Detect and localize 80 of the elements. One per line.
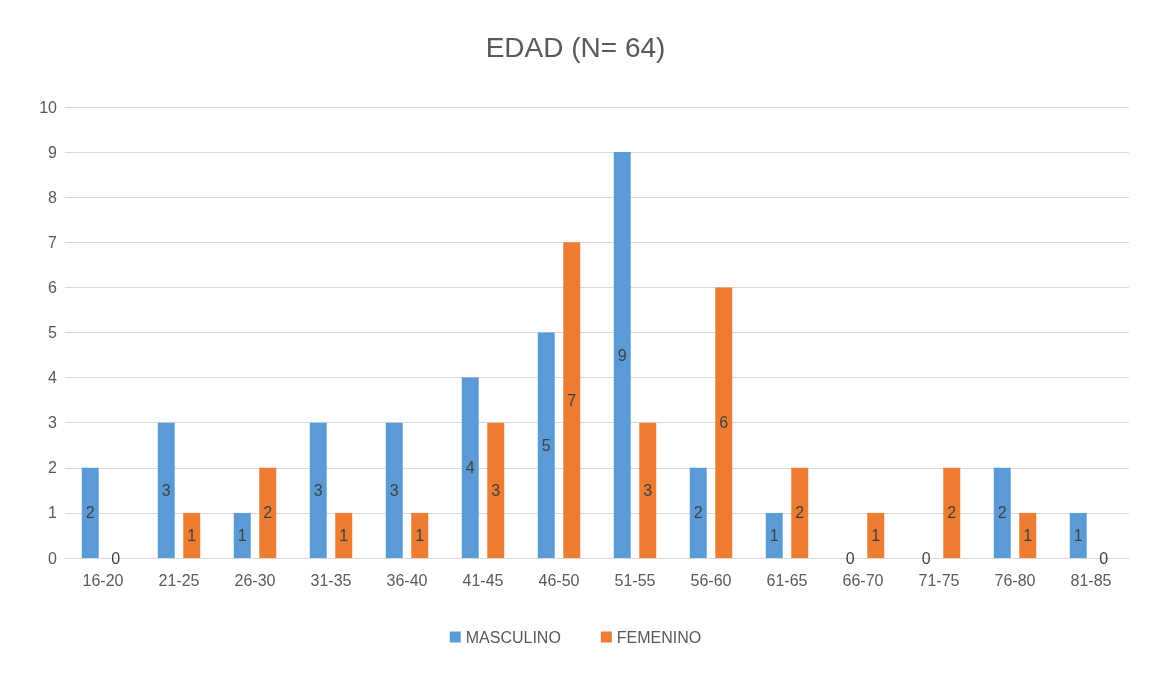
data-label: 0 <box>845 549 855 567</box>
y-tick-label: 3 <box>48 414 58 432</box>
y-tick-label: 2 <box>48 459 58 477</box>
x-tick-label: 61-65 <box>766 571 808 589</box>
data-label: 2 <box>85 504 95 522</box>
bar <box>259 467 277 558</box>
bar <box>461 377 479 558</box>
bar <box>487 422 505 558</box>
bar <box>613 152 631 558</box>
data-label: 2 <box>795 504 805 522</box>
bar <box>993 467 1011 558</box>
data-label: 2 <box>997 504 1007 522</box>
bar <box>943 467 961 558</box>
data-label: 1 <box>769 526 779 544</box>
data-label: 1 <box>237 526 247 544</box>
data-label: 3 <box>643 481 653 499</box>
x-tick-label: 21-25 <box>158 571 200 589</box>
data-label: 2 <box>693 504 703 522</box>
bar <box>689 467 707 558</box>
x-tick-label: 36-40 <box>386 571 428 589</box>
x-tick-label: 31-35 <box>310 571 352 589</box>
data-label: 3 <box>161 481 171 499</box>
x-tick-label: 51-55 <box>614 571 656 589</box>
data-label: 2 <box>947 504 957 522</box>
bar <box>157 422 175 558</box>
x-tick-label: 26-30 <box>234 571 276 589</box>
x-tick-label: 56-60 <box>690 571 732 589</box>
data-label: 1 <box>187 526 197 544</box>
bar <box>639 422 657 558</box>
y-tick-label: 6 <box>48 278 58 296</box>
data-label: 5 <box>541 436 551 454</box>
chart-title: EDAD (N= 64) <box>485 31 666 63</box>
bar <box>183 512 201 558</box>
data-label: 0 <box>921 549 931 567</box>
bar <box>309 422 327 558</box>
y-tick-label: 7 <box>48 233 58 251</box>
bar <box>335 512 353 558</box>
bar <box>563 242 581 558</box>
data-label: 2 <box>263 504 273 522</box>
bar <box>411 512 429 558</box>
y-tick-label: 1 <box>48 504 58 522</box>
data-label: 9 <box>617 346 627 364</box>
x-tick-label: 16-20 <box>82 571 124 589</box>
data-label: 1 <box>1073 526 1083 544</box>
x-tick-label: 66-70 <box>842 571 884 589</box>
y-tick-label: 8 <box>48 188 58 206</box>
bar <box>81 467 99 558</box>
bar <box>765 512 783 558</box>
bar <box>1019 512 1037 558</box>
y-tick-label: 5 <box>48 324 58 341</box>
x-tick-label: 76-80 <box>994 571 1036 589</box>
y-tick-label: 9 <box>48 143 58 161</box>
bar <box>233 512 251 558</box>
data-label: 1 <box>339 526 349 544</box>
data-label: 4 <box>465 459 475 477</box>
x-tick-label: 81-85 <box>1070 571 1112 589</box>
bar <box>867 512 885 558</box>
data-label: 7 <box>567 391 577 409</box>
data-label: 3 <box>313 481 323 499</box>
data-label: 6 <box>719 414 729 432</box>
data-label: 3 <box>491 481 501 499</box>
data-label: 0 <box>111 549 121 567</box>
bar <box>1069 512 1087 558</box>
x-tick-label: 46-50 <box>538 571 580 589</box>
y-tick-label: 4 <box>48 369 58 387</box>
bar <box>537 332 555 558</box>
x-tick-label: 41-45 <box>462 571 504 589</box>
data-label: 1 <box>415 526 425 544</box>
data-label: 1 <box>871 526 881 544</box>
data-label: 3 <box>389 481 399 499</box>
data-label: 1 <box>1023 526 1033 544</box>
bar <box>715 287 733 558</box>
legend-label: MASCULINO <box>465 628 561 646</box>
bar <box>385 422 403 558</box>
bar <box>791 467 809 558</box>
y-tick-label: 10 <box>39 98 58 116</box>
y-tick-label: 0 <box>48 549 58 567</box>
legend-label: FEMENINO <box>616 628 702 646</box>
data-label: 0 <box>1099 549 1109 567</box>
x-tick-label: 71-75 <box>918 571 960 589</box>
